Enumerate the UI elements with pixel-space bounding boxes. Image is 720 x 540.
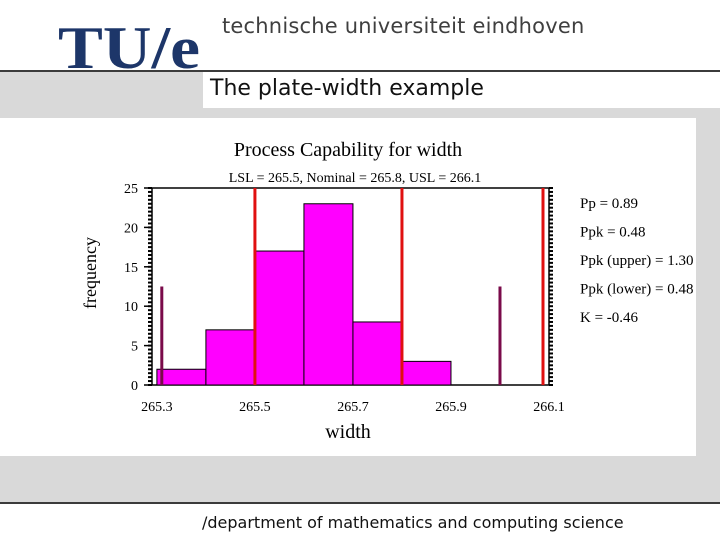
capability-stats: Pp = 0.89 Ppk = 0.48 Ppk (upper) = 1.30 Ppk… <box>580 196 693 326</box>
title-background <box>203 72 720 108</box>
y-tick-label: 25 <box>124 182 138 197</box>
x-tick-label: 266.1 <box>533 400 565 415</box>
process-capability-chart: Process Capability for width LSL = 265.5… <box>80 139 693 443</box>
y-axis-label: frequency <box>80 237 100 309</box>
y-tick-label: 0 <box>131 379 138 394</box>
x-axis-label: width <box>325 421 371 443</box>
histogram-bar <box>401 360 452 386</box>
footer-text: /department of mathematics and computing… <box>202 513 624 532</box>
header-band <box>0 0 720 72</box>
footer-divider <box>0 502 720 504</box>
university-name: technische universiteit eindhoven <box>222 14 585 38</box>
y-tick-label: 10 <box>124 300 138 315</box>
x-tick-label: 265.3 <box>141 400 173 415</box>
footer-band <box>0 456 720 504</box>
capability-stat: Pp = 0.89 <box>580 196 638 212</box>
capability-stat: Ppk = 0.48 <box>580 225 646 241</box>
capability-stat: K = -0.46 <box>580 310 639 326</box>
y-tick-label: 5 <box>131 340 138 355</box>
histogram-bar <box>303 203 354 386</box>
histogram-bar <box>156 368 207 386</box>
histogram-bar <box>254 250 305 386</box>
chart-area: Process Capability for width LSL = 265.5… <box>0 118 696 456</box>
slide-title: The plate-width example <box>210 76 484 101</box>
chart-title: Process Capability for width <box>234 139 462 161</box>
capability-stat: Ppk (lower) = 0.48 <box>580 282 693 298</box>
x-tick-label: 265.5 <box>239 400 271 415</box>
chart-subtitle: LSL = 265.5, Nominal = 265.8, USL = 266.… <box>229 171 481 186</box>
capability-stat: Ppk (upper) = 1.30 <box>580 253 693 269</box>
y-tick-label: 20 <box>124 221 138 236</box>
x-tick-label: 265.7 <box>337 400 369 415</box>
histogram-bar <box>205 329 256 386</box>
x-tick-label: 265.9 <box>435 400 467 415</box>
header-divider <box>0 70 720 72</box>
y-tick-label: 15 <box>124 261 138 276</box>
histogram-bar <box>352 321 403 386</box>
